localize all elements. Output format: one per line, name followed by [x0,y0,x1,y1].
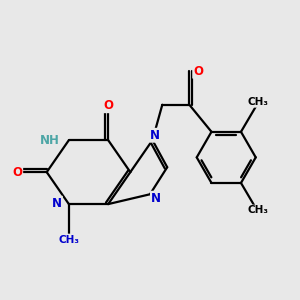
Text: O: O [103,99,113,112]
Text: N: N [149,129,159,142]
Text: O: O [193,65,203,78]
Text: N: N [52,196,62,210]
Text: NH: NH [40,134,60,147]
Text: O: O [12,166,22,178]
Text: CH₃: CH₃ [248,206,269,215]
Text: N: N [151,192,161,205]
Text: CH₃: CH₃ [248,97,269,107]
Text: CH₃: CH₃ [58,235,80,244]
